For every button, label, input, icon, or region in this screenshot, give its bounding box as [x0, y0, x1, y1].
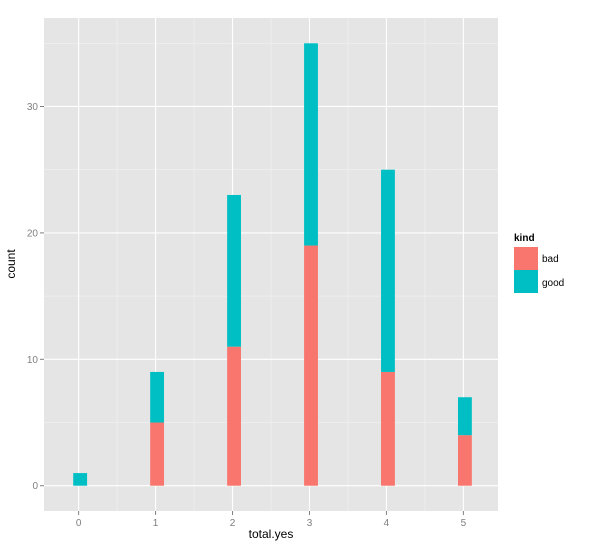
legend-key-bad: [514, 247, 538, 270]
legend-label-good: good: [542, 278, 564, 289]
x-tick-label: 3: [307, 518, 313, 529]
legend-key-good: [514, 270, 538, 293]
bar-good-1: [150, 371, 165, 423]
x-axis-ticks: 0 1 2 3 4 5: [76, 511, 467, 529]
x-axis-title: total.yes: [249, 527, 294, 541]
bar-good-4: [381, 169, 395, 372]
y-axis-title: count: [4, 249, 18, 279]
y-tick-label: 20: [27, 228, 39, 239]
grid-minor: [44, 18, 498, 511]
x-tick-label: 2: [230, 518, 236, 529]
y-tick-label: 10: [27, 355, 39, 366]
x-tick-label: 0: [76, 518, 82, 529]
bar-bad-3: [304, 245, 318, 486]
y-axis-ticks: 0 10 20 30: [27, 102, 44, 492]
bar-good-2: [227, 194, 241, 347]
x-tick-label: 1: [153, 518, 159, 529]
bar-bad-4: [381, 371, 395, 486]
legend-title: kind: [514, 233, 535, 244]
legend: kind bad good: [514, 233, 564, 293]
bar-bad-1: [150, 422, 165, 486]
legend-label-bad: bad: [542, 254, 559, 265]
y-tick-label: 30: [27, 102, 39, 113]
bar-good-3: [304, 43, 318, 246]
x-tick-label: 5: [461, 518, 467, 529]
bar-good-5: [457, 397, 472, 436]
bars: [73, 43, 472, 486]
x-tick-label: 4: [384, 518, 390, 529]
bar-good-0: [73, 473, 88, 486]
y-tick-label: 0: [32, 481, 38, 492]
bar-bad-2: [227, 346, 241, 486]
bar-bad-5: [457, 435, 472, 486]
